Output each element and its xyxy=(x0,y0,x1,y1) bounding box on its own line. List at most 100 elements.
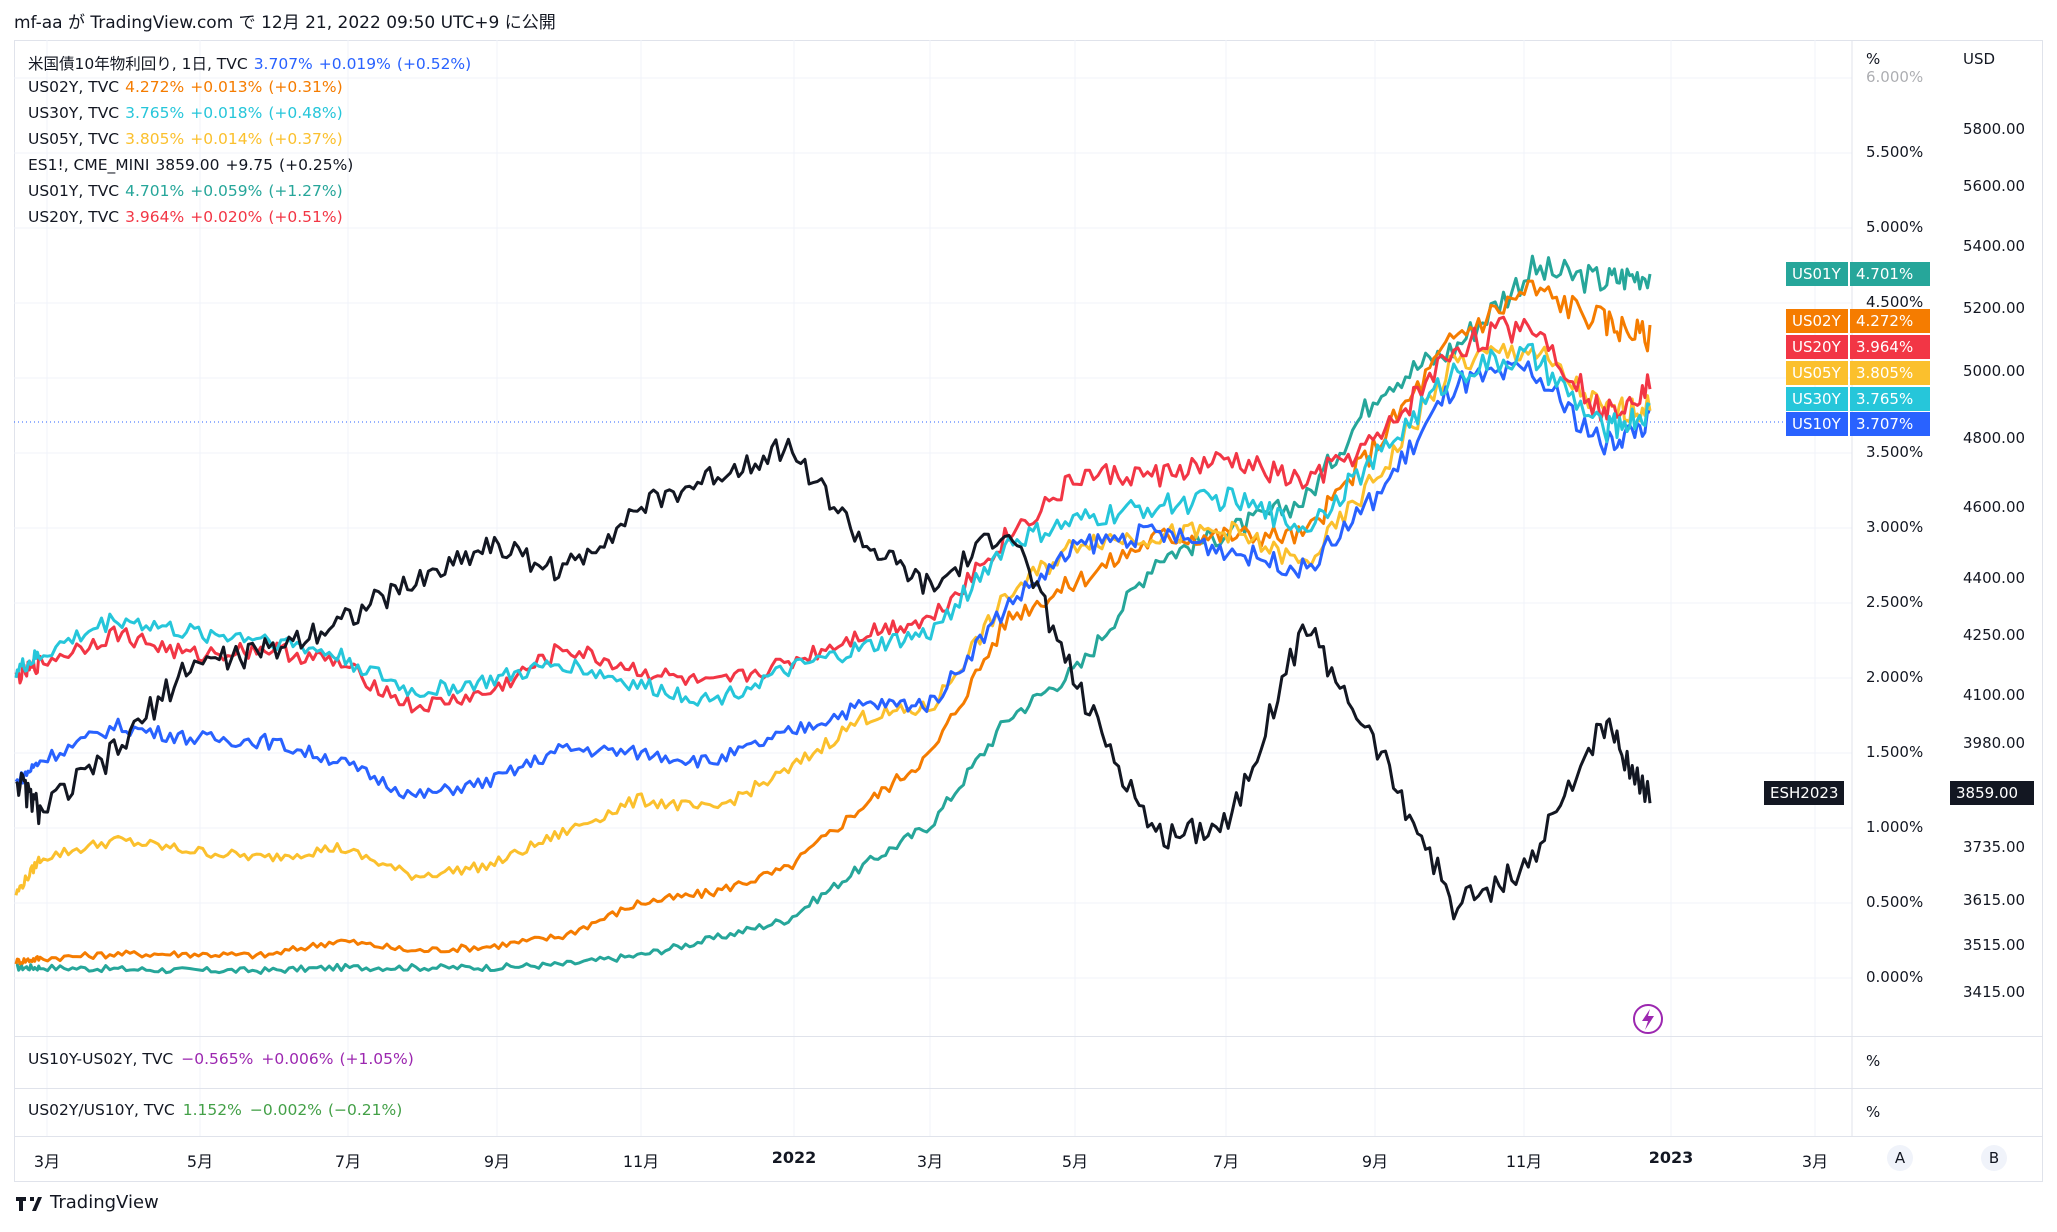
usd-tick: 4800.00 xyxy=(1963,429,2026,447)
x-tick: 7月 xyxy=(1212,1152,1240,1171)
pct-tick: 0.000% xyxy=(1866,968,1924,986)
series-line-us01y xyxy=(15,254,1652,975)
pct-tick: 5.000% xyxy=(1866,218,1924,236)
subpane-unit: % xyxy=(1866,1052,1881,1070)
legend-change: +0.018% xyxy=(190,104,263,122)
series-tag-label: US01Y xyxy=(1786,262,1848,286)
pane-separator xyxy=(14,1088,2043,1089)
usd-unit: USD xyxy=(1963,50,1996,68)
legend-name: US01Y, TVC xyxy=(28,182,120,200)
legend-pct: (+0.52%) xyxy=(396,55,472,73)
legend-name: US20Y, TVC xyxy=(28,208,120,226)
usd-tick: 3735.00 xyxy=(1963,838,2026,856)
legend-pct: (+1.27%) xyxy=(268,182,343,200)
subpane-value: −0.565% xyxy=(181,1050,254,1068)
series-line-us02y xyxy=(14,279,1652,966)
usd-tick: 4100.00 xyxy=(1963,686,2026,704)
series-line-us10y xyxy=(14,360,1651,800)
legend-value: 3.805% xyxy=(125,130,185,148)
legend-row[interactable]: US20Y, TVC 3.964% +0.020% (+0.51%) xyxy=(28,208,349,226)
x-tick: 7月 xyxy=(334,1152,362,1171)
pct-tick: 0.500% xyxy=(1866,893,1924,911)
pct-tick: 5.500% xyxy=(1866,143,1924,161)
series-tag-value: 3.707% xyxy=(1850,412,1930,436)
legend-change: +0.059% xyxy=(190,182,263,200)
legend-value: 3.964% xyxy=(125,208,185,226)
pane-separator xyxy=(14,1036,2043,1037)
legend-name: US05Y, TVC xyxy=(28,130,120,148)
series-tag-value: 3.964% xyxy=(1850,335,1930,359)
series-tag-label: US10Y xyxy=(1786,412,1848,436)
legend-change: +0.013% xyxy=(190,78,263,96)
x-tick: 9月 xyxy=(483,1152,511,1171)
legend-row[interactable]: US30Y, TVC 3.765% +0.018% (+0.48%) xyxy=(28,104,349,122)
usd-tick: 3415.00 xyxy=(1963,983,2026,1001)
legend-row[interactable]: US01Y, TVC 4.701% +0.059% (+1.27%) xyxy=(28,182,349,200)
x-tick: 5月 xyxy=(1061,1152,1089,1171)
x-tick: 11月 xyxy=(1505,1152,1543,1171)
legend-name: ES1!, CME_MINI xyxy=(28,156,150,174)
pct-tick: 3.500% xyxy=(1866,443,1924,461)
usd-tick: 3615.00 xyxy=(1963,891,2026,909)
legend-name: US02Y, TVC xyxy=(28,78,120,96)
usd-tick: 4400.00 xyxy=(1963,569,2026,587)
legend-change: +9.75 xyxy=(225,156,274,174)
es-tag-value: 3859.00 xyxy=(1950,781,2034,805)
usd-tick: 5200.00 xyxy=(1963,299,2026,317)
pct-tick: 2.500% xyxy=(1866,593,1924,611)
legend-pct: (+0.31%) xyxy=(268,78,343,96)
legend-row[interactable]: US05Y, TVC 3.805% +0.014% (+0.37%) xyxy=(28,130,349,148)
usd-tick: 3980.00 xyxy=(1963,734,2026,752)
series-tag-value: 3.765% xyxy=(1850,387,1930,411)
pct-unit: % xyxy=(1866,50,1881,68)
legend-value: 4.272% xyxy=(125,78,185,96)
tv-logo-icon xyxy=(16,1196,42,1211)
scale-button-a[interactable]: A xyxy=(1887,1145,1913,1171)
legend-change: +0.014% xyxy=(190,130,263,148)
series-tag-label: US20Y xyxy=(1786,335,1848,359)
series-line-es1 xyxy=(15,437,1652,921)
series-tag-label: US30Y xyxy=(1786,387,1848,411)
legend-value: 3.765% xyxy=(125,104,185,122)
usd-tick: 5600.00 xyxy=(1963,177,2026,195)
subpane-legend[interactable]: US10Y-US02Y, TVC −0.565% +0.006% (+1.05%) xyxy=(28,1050,414,1068)
series-tag-value: 4.272% xyxy=(1850,309,1930,333)
pct-tick: 6.000% xyxy=(1866,68,1924,86)
pct-tick: 3.000% xyxy=(1866,518,1924,536)
pct-tick: 4.500% xyxy=(1866,293,1924,311)
subpane-legend[interactable]: US02Y/US10Y, TVC 1.152% −0.002% (−0.21%) xyxy=(28,1101,402,1119)
series-tag-label: US05Y xyxy=(1786,361,1848,385)
subpane-pct: (+1.05%) xyxy=(339,1050,414,1068)
legend-value: 3.707% xyxy=(253,55,313,73)
x-tick: 3月 xyxy=(916,1152,944,1171)
usd-tick: 3515.00 xyxy=(1963,936,2026,954)
scale-button-b[interactable]: B xyxy=(1981,1145,2007,1171)
chart-frame xyxy=(14,40,2043,1182)
subpane-name: US02Y/US10Y, TVC xyxy=(28,1101,175,1119)
legend-name: 米国債10年物利回り, 1日, TVC xyxy=(28,55,248,73)
subpane-pct: (−0.21%) xyxy=(327,1101,403,1119)
subpane-unit: % xyxy=(1866,1103,1881,1121)
usd-tick: 4600.00 xyxy=(1963,498,2026,516)
legend-row[interactable]: ES1!, CME_MINI 3859.00 +9.75 (+0.25%) xyxy=(28,156,359,174)
brand-name: TradingView xyxy=(50,1192,159,1213)
series-tag-value: 3.805% xyxy=(1850,361,1930,385)
legend-pct: (+0.37%) xyxy=(268,130,343,148)
usd-tick: 5400.00 xyxy=(1963,237,2026,255)
pct-tick: 1.500% xyxy=(1866,743,1924,761)
tradingview-logo[interactable]: TradingView xyxy=(14,1192,159,1213)
usd-tick: 4250.00 xyxy=(1963,626,2026,644)
legend-row[interactable]: 米国債10年物利回り, 1日, TVC 3.707% +0.019% (+0.52%) xyxy=(28,52,477,74)
series-line-us05y xyxy=(14,342,1652,896)
lightning-bolt-icon xyxy=(1642,1009,1654,1030)
subpane-value: 1.152% xyxy=(182,1101,242,1119)
series-tag-label: US02Y xyxy=(1786,309,1848,333)
usd-tick: 5000.00 xyxy=(1963,362,2026,380)
legend-change: +0.020% xyxy=(190,208,263,226)
legend-row[interactable]: US02Y, TVC 4.272% +0.013% (+0.31%) xyxy=(28,78,349,96)
es-tag-label: ESH2023 xyxy=(1764,781,1845,805)
series-line-us30y xyxy=(14,342,1651,707)
subpane-change: +0.006% xyxy=(261,1050,334,1068)
x-tick: 3月 xyxy=(1801,1152,1829,1171)
